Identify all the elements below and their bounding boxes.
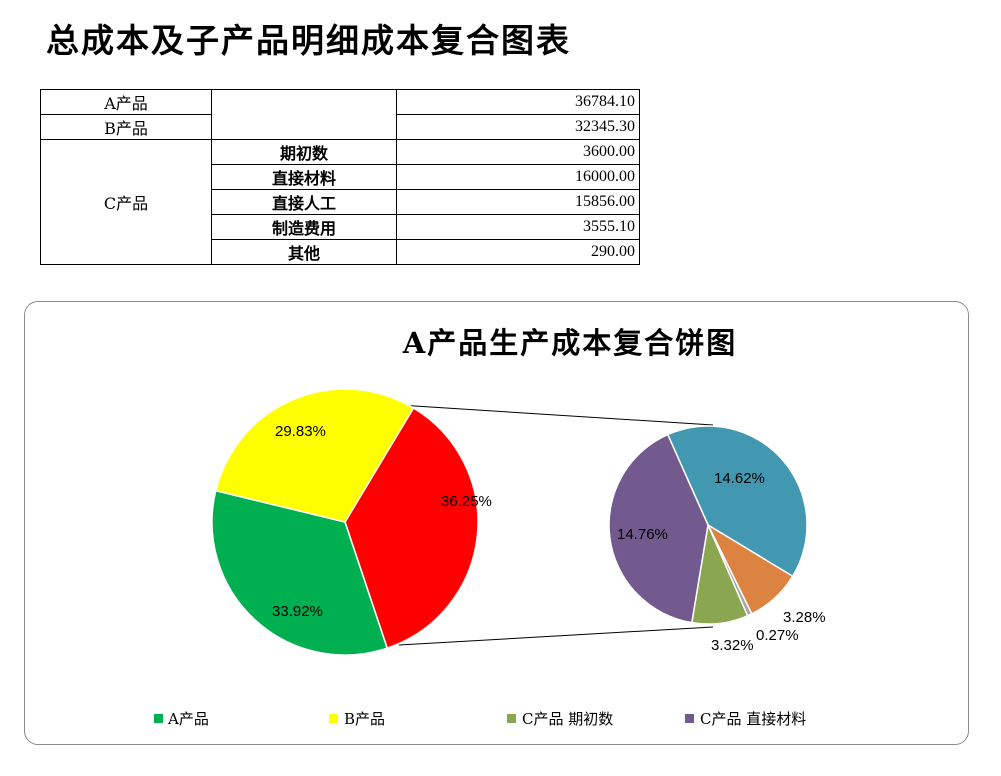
- table-row: A产品 36784.10: [40, 89, 640, 140]
- chart-title: A产品生产成本复合饼图: [402, 326, 738, 360]
- connector-line-top: [398, 404, 714, 426]
- c-item-label: 直接人工: [211, 189, 397, 215]
- c-item-value: 3555.10: [396, 214, 640, 240]
- legend: A产品 B产品 C产品 期初数 C产品 直接材料: [154, 710, 806, 728]
- connector-line-bottom: [398, 626, 714, 646]
- legend-label: C产品 期初数: [522, 710, 613, 728]
- c-item-value: 290.00: [396, 239, 640, 265]
- c-item-label: 直接材料: [211, 164, 397, 190]
- data-label-labor: 14.62%: [714, 470, 765, 487]
- pie-slice: [666, 425, 808, 578]
- page-title: 总成本及子产品明细成本复合图表: [46, 21, 571, 60]
- c-item-label: 其他: [211, 239, 397, 265]
- data-label-other: 36.25%: [441, 493, 492, 510]
- pie-slice: [211, 489, 389, 656]
- legend-label: C产品 直接材料: [700, 710, 806, 728]
- legend-swatch: [154, 714, 163, 723]
- c-item-value: 3600.00: [396, 139, 640, 165]
- data-label-misc: 0.27%: [756, 627, 799, 644]
- pie-slice: [608, 433, 709, 624]
- product-a-value: 36784.10: [396, 89, 640, 115]
- legend-swatch: [329, 714, 338, 723]
- table-row: C产品 期初数 3600.00: [40, 139, 640, 265]
- cost-table: A产品 36784.10 B产品 32345.30 C产品 期初数 3600.0…: [40, 89, 640, 265]
- data-label-opening: 3.32%: [711, 637, 754, 654]
- chart-area: [24, 301, 969, 745]
- legend-label: A产品: [167, 710, 209, 728]
- table-row: 制造费用 3555.10: [41, 214, 640, 240]
- legend-swatch: [507, 714, 516, 723]
- table-row: 其他 290.00: [41, 239, 640, 265]
- empty-cell: [211, 89, 397, 140]
- data-label-b: 29.83%: [275, 423, 326, 440]
- main-pie: [211, 388, 479, 656]
- legend-swatch: [685, 714, 694, 723]
- data-label-mfg: 3.28%: [783, 609, 826, 626]
- pie-slice: [214, 388, 415, 523]
- legend-label: B产品: [344, 710, 385, 728]
- data-label-a: 33.92%: [272, 603, 323, 620]
- data-label-material: 14.76%: [617, 526, 668, 543]
- product-c-name: C产品: [40, 139, 212, 265]
- secondary-pie: [608, 425, 808, 625]
- c-item-label: 制造费用: [211, 214, 397, 240]
- product-a-name: A产品: [40, 89, 212, 115]
